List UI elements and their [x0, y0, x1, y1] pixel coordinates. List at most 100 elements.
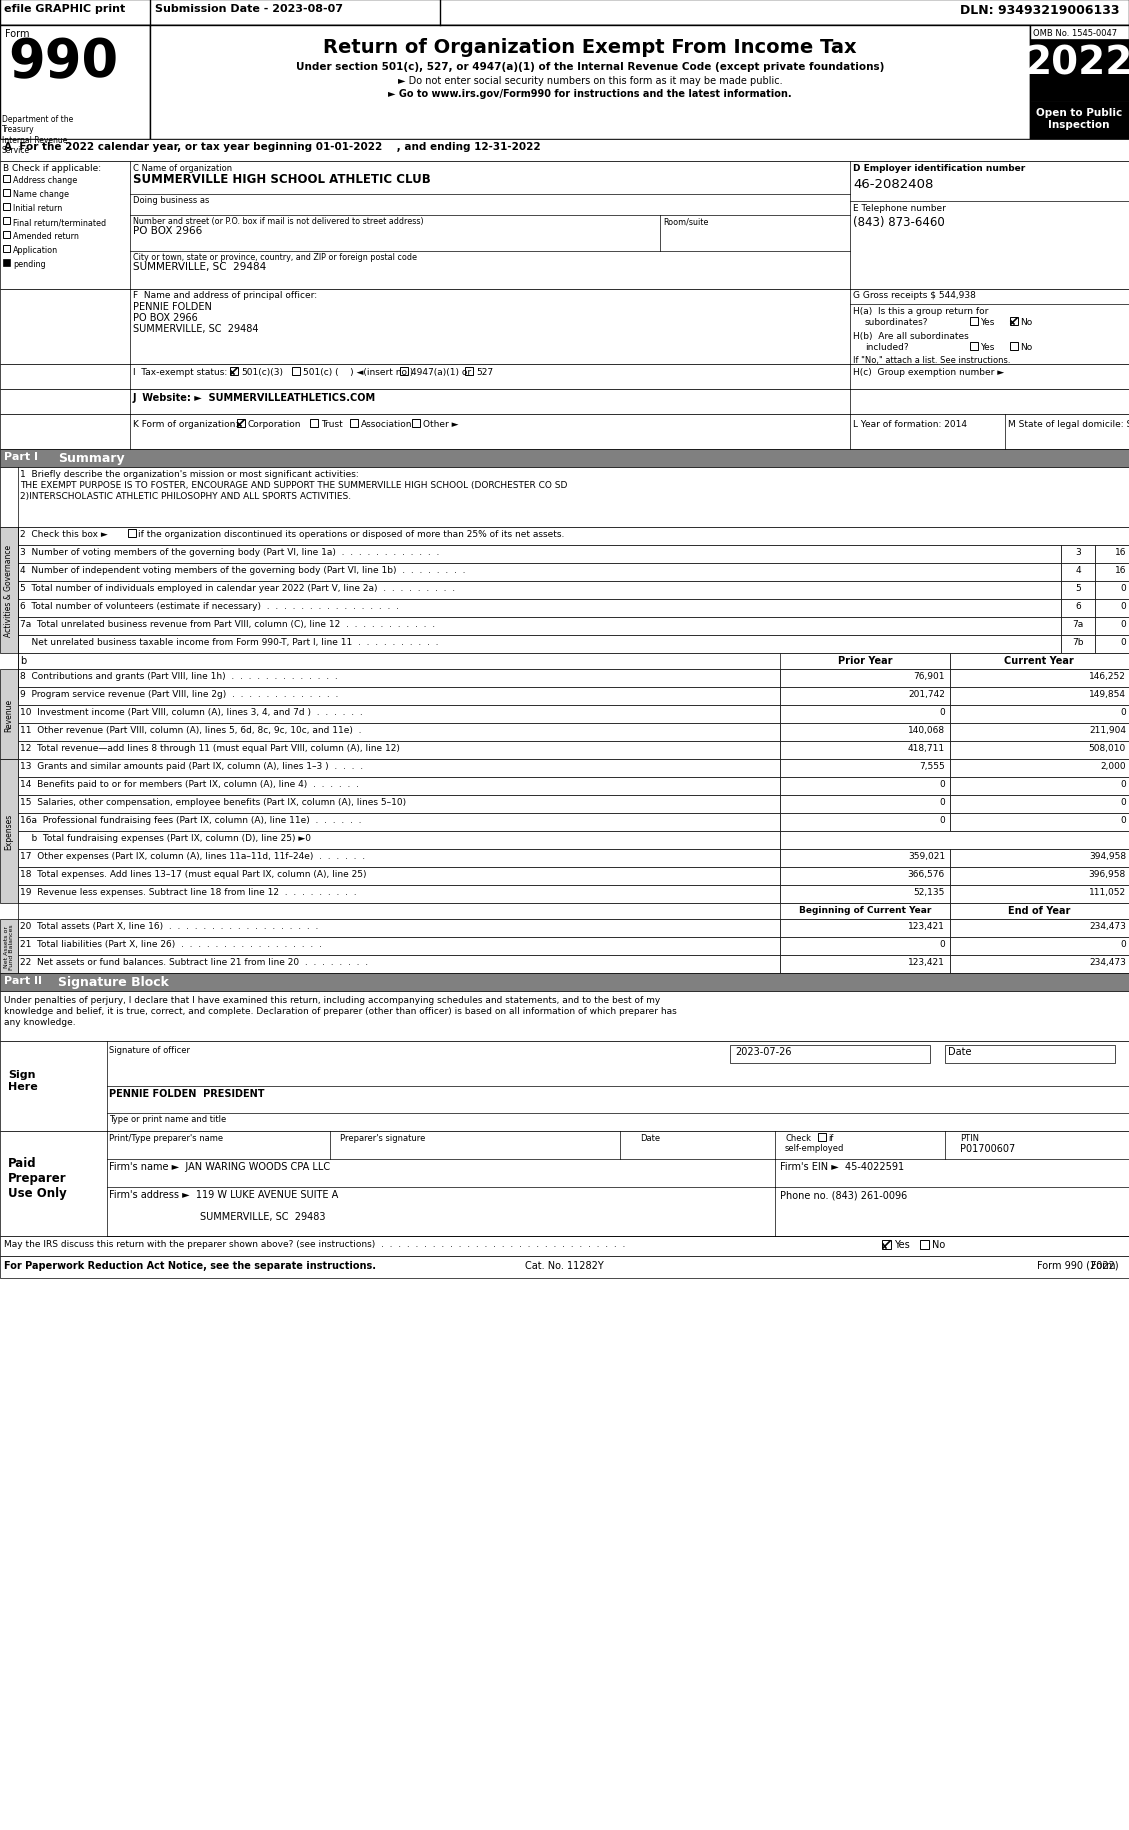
Text: 4: 4 [1075, 565, 1080, 575]
Text: 149,854: 149,854 [1089, 690, 1126, 699]
Bar [18, 619, 1061, 635]
Bar [0, 1041, 1129, 1131]
Bar [945, 1045, 1115, 1063]
Bar [780, 741, 949, 759]
Text: PO BOX 2966: PO BOX 2966 [133, 313, 198, 322]
Bar [18, 564, 1061, 582]
Bar [970, 342, 978, 351]
Text: 0: 0 [939, 798, 945, 807]
Text: Print/Type preparer's name: Print/Type preparer's name [110, 1133, 224, 1142]
Bar [0, 450, 1129, 468]
Bar [400, 368, 408, 375]
Text: 52,135: 52,135 [913, 888, 945, 897]
Bar [18, 600, 1061, 619]
Text: B Check if applicable:: B Check if applicable: [3, 165, 102, 172]
Text: included?: included? [865, 342, 909, 351]
Text: Return of Organization Exempt From Income Tax: Return of Organization Exempt From Incom… [323, 38, 857, 57]
Bar [3, 245, 10, 253]
Text: Under penalties of perjury, I declare that I have examined this return, includin: Under penalties of perjury, I declare th… [5, 996, 660, 1005]
Text: J  Website: ►  SUMMERVILLEATHLETICS.COM: J Website: ► SUMMERVILLEATHLETICS.COM [133, 393, 376, 403]
Bar [1010, 342, 1018, 351]
Text: Yes: Yes [980, 342, 995, 351]
Bar [1061, 582, 1095, 600]
Text: efile GRAPHIC print: efile GRAPHIC print [5, 4, 125, 15]
Text: 3  Number of voting members of the governing body (Part VI, line 1a)  .  .  .  .: 3 Number of voting members of the govern… [20, 547, 439, 556]
Text: 5: 5 [1075, 584, 1080, 593]
Bar [780, 867, 949, 886]
Text: SUMMERVILLE, SC  29483: SUMMERVILLE, SC 29483 [200, 1211, 325, 1221]
Text: Open to Public
Inspection: Open to Public Inspection [1036, 108, 1122, 130]
Text: Expenses: Expenses [5, 813, 14, 849]
Text: 0: 0 [1120, 816, 1126, 825]
Text: 0: 0 [1120, 798, 1126, 807]
Bar [780, 796, 949, 814]
Text: F  Name and address of principal officer:: F Name and address of principal officer: [133, 291, 317, 300]
Text: Submission Date - 2023-08-07: Submission Date - 2023-08-07 [155, 4, 343, 15]
Text: 140,068: 140,068 [908, 727, 945, 734]
Bar [3, 190, 10, 198]
Bar [0, 390, 1129, 415]
Bar [18, 635, 1061, 653]
Bar [780, 904, 949, 919]
Text: 18  Total expenses. Add lines 13–17 (must equal Part IX, column (A), line 25): 18 Total expenses. Add lines 13–17 (must… [20, 869, 367, 878]
Bar [949, 919, 1129, 937]
Text: Form 990 (2022): Form 990 (2022) [1038, 1261, 1119, 1270]
Text: 111,052: 111,052 [1088, 888, 1126, 897]
Bar [780, 955, 949, 974]
Bar [1030, 40, 1129, 102]
Text: Doing business as: Doing business as [133, 196, 209, 205]
Text: Other ►: Other ► [423, 419, 458, 428]
Bar [819, 1133, 826, 1142]
Text: A  For the 2022 calendar year, or tax year beginning 01-01-2022    , and ending : A For the 2022 calendar year, or tax yea… [5, 143, 541, 152]
Bar [18, 527, 1129, 545]
Bar [949, 814, 1129, 831]
Bar [18, 688, 780, 706]
Bar [1061, 600, 1095, 619]
Bar [780, 759, 949, 778]
Text: Part II: Part II [5, 975, 42, 986]
Bar [780, 653, 949, 670]
Text: 3: 3 [1075, 547, 1080, 556]
Text: 0: 0 [939, 816, 945, 825]
Bar [949, 778, 1129, 796]
Text: Yes: Yes [980, 318, 995, 328]
Text: If "No," attach a list. See instructions.: If "No," attach a list. See instructions… [854, 355, 1010, 364]
Bar [780, 814, 949, 831]
Text: 5  Total number of individuals employed in calendar year 2022 (Part V, line 2a) : 5 Total number of individuals employed i… [20, 584, 455, 593]
Bar [882, 1241, 891, 1250]
Bar [780, 937, 949, 955]
Bar [230, 368, 238, 375]
Text: 76,901: 76,901 [913, 672, 945, 681]
Text: Net unrelated business taxable income from Form 990-T, Part I, line 11  .  .  . : Net unrelated business taxable income fr… [20, 637, 438, 646]
Text: 9  Program service revenue (Part VIII, line 2g)  .  .  .  .  .  .  .  .  .  .  .: 9 Program service revenue (Part VIII, li… [20, 690, 339, 699]
Text: 7b: 7b [1073, 637, 1084, 646]
Text: 990: 990 [8, 37, 119, 88]
Text: 13  Grants and similar amounts paid (Part IX, column (A), lines 1–3 )  .  .  .  : 13 Grants and similar amounts paid (Part… [20, 761, 364, 770]
Text: b  Total fundraising expenses (Part IX, column (D), line 25) ►0: b Total fundraising expenses (Part IX, c… [20, 833, 310, 842]
Bar [0, 670, 18, 759]
Bar [18, 904, 1129, 919]
Text: 394,958: 394,958 [1088, 851, 1126, 860]
Text: 7a  Total unrelated business revenue from Part VIII, column (C), line 12  .  .  : 7a Total unrelated business revenue from… [20, 620, 435, 630]
Bar [0, 415, 1129, 450]
Text: 366,576: 366,576 [908, 869, 945, 878]
Bar [780, 778, 949, 796]
Text: 17  Other expenses (Part IX, column (A), lines 11a–11d, 11f–24e)  .  .  .  .  . : 17 Other expenses (Part IX, column (A), … [20, 851, 365, 860]
Bar [18, 741, 780, 759]
Text: PENNIE FOLDEN  PRESIDENT: PENNIE FOLDEN PRESIDENT [110, 1089, 264, 1098]
Bar [18, 670, 780, 688]
Bar [949, 955, 1129, 974]
Bar [780, 886, 949, 904]
Bar [970, 318, 978, 326]
Text: PENNIE FOLDEN: PENNIE FOLDEN [133, 302, 212, 311]
Bar [949, 741, 1129, 759]
Text: Signature Block: Signature Block [58, 975, 169, 988]
Text: 19  Revenue less expenses. Subtract line 18 from line 12  .  .  .  .  .  .  .  .: 19 Revenue less expenses. Subtract line … [20, 888, 357, 897]
Bar [780, 706, 949, 723]
Text: Type or print name and title: Type or print name and title [110, 1114, 226, 1124]
Bar [465, 368, 473, 375]
Bar [949, 796, 1129, 814]
Text: Address change: Address change [14, 176, 77, 185]
Bar [18, 919, 780, 937]
Text: SUMMERVILLE, SC  29484: SUMMERVILLE, SC 29484 [133, 262, 266, 273]
